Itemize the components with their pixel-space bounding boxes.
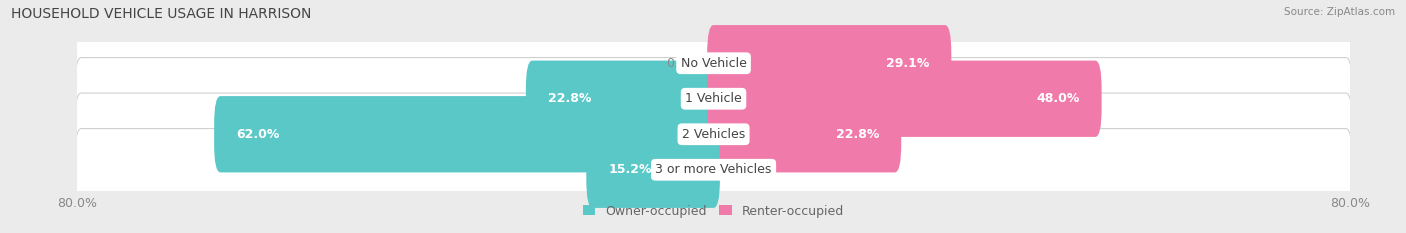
- Text: 22.8%: 22.8%: [835, 128, 879, 141]
- FancyBboxPatch shape: [526, 61, 720, 137]
- Text: 1 Vehicle: 1 Vehicle: [685, 92, 742, 105]
- FancyBboxPatch shape: [707, 96, 901, 172]
- Text: Source: ZipAtlas.com: Source: ZipAtlas.com: [1284, 7, 1395, 17]
- FancyBboxPatch shape: [75, 58, 1353, 140]
- Text: 3 or more Vehicles: 3 or more Vehicles: [655, 163, 772, 176]
- Text: 0.0%: 0.0%: [730, 163, 762, 176]
- Text: No Vehicle: No Vehicle: [681, 57, 747, 70]
- Text: 2 Vehicles: 2 Vehicles: [682, 128, 745, 141]
- FancyBboxPatch shape: [586, 132, 720, 208]
- Text: HOUSEHOLD VEHICLE USAGE IN HARRISON: HOUSEHOLD VEHICLE USAGE IN HARRISON: [11, 7, 312, 21]
- Text: 15.2%: 15.2%: [609, 163, 652, 176]
- Text: 48.0%: 48.0%: [1036, 92, 1080, 105]
- FancyBboxPatch shape: [75, 129, 1353, 211]
- FancyBboxPatch shape: [214, 96, 720, 172]
- FancyBboxPatch shape: [707, 25, 952, 101]
- Text: 62.0%: 62.0%: [236, 128, 280, 141]
- Text: 22.8%: 22.8%: [548, 92, 592, 105]
- Legend: Owner-occupied, Renter-occupied: Owner-occupied, Renter-occupied: [583, 205, 844, 218]
- FancyBboxPatch shape: [707, 61, 1102, 137]
- Text: 0.0%: 0.0%: [665, 57, 697, 70]
- Text: 29.1%: 29.1%: [886, 57, 929, 70]
- FancyBboxPatch shape: [75, 93, 1353, 175]
- FancyBboxPatch shape: [75, 22, 1353, 104]
